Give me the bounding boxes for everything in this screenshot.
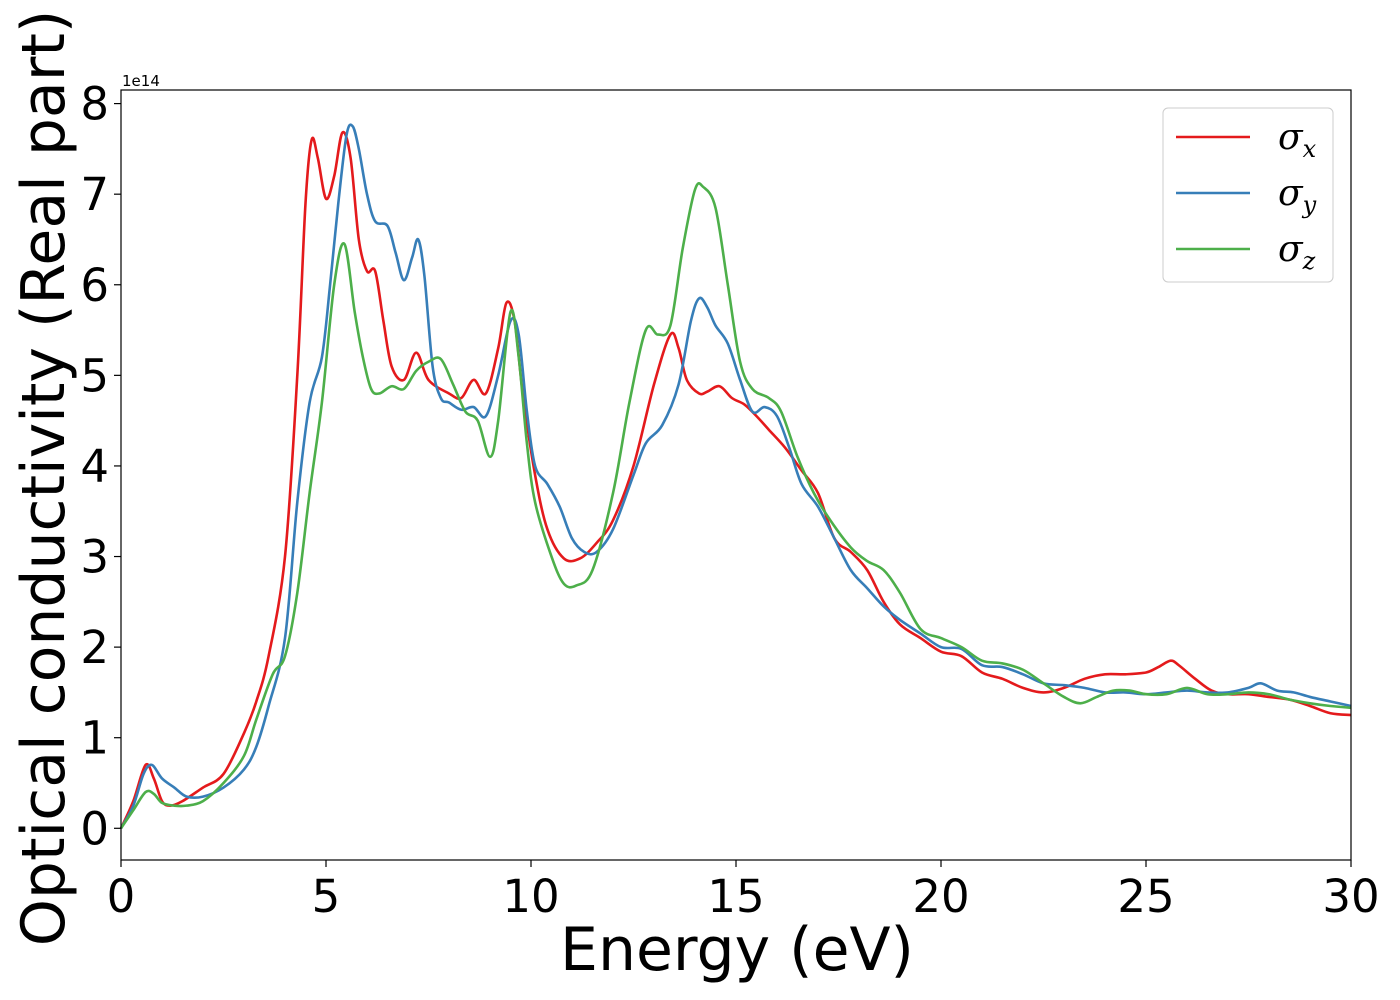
x-tick-label: 25	[1117, 870, 1174, 923]
legend-box	[1162, 107, 1334, 283]
series-line-x	[119, 130, 1352, 829]
y-offset-label: 1e14	[122, 72, 160, 90]
legend-label-z: σz	[1278, 229, 1316, 275]
series-line-z	[119, 182, 1352, 830]
x-tick-label: 20	[912, 870, 969, 923]
y-axis-label: Optical conductivity (Real part)	[9, 10, 79, 947]
x-tick-label: 5	[312, 870, 341, 923]
legend-label-y: σy	[1278, 173, 1317, 219]
y-tick-label: 1	[80, 712, 109, 765]
y-tick-label: 2	[80, 621, 109, 674]
legend: σx σy σz	[1162, 107, 1334, 283]
y-tick-label: 6	[80, 259, 109, 312]
x-tick-label: 0	[107, 870, 136, 923]
y-tick-label: 3	[80, 531, 109, 584]
legend-label-x: σx	[1278, 117, 1317, 163]
y-tick-label: 0	[80, 802, 109, 855]
x-tick-label: 10	[502, 870, 559, 923]
y-tick-label: 8	[80, 78, 109, 131]
y-axis-ticks: 0 1 2 3 4 5 6 7 8	[80, 78, 121, 855]
x-tick-label: 15	[707, 870, 764, 923]
series-layer	[119, 123, 1352, 830]
x-axis-ticks: 0 5 10 15 20 25 30	[107, 860, 1380, 923]
y-tick-label: 5	[80, 349, 109, 402]
x-tick-label: 30	[1322, 870, 1379, 923]
y-tick-label: 7	[80, 168, 109, 221]
series-line-y	[119, 123, 1352, 829]
x-axis-label: Energy (eV)	[560, 915, 914, 985]
y-tick-label: 4	[80, 440, 109, 493]
